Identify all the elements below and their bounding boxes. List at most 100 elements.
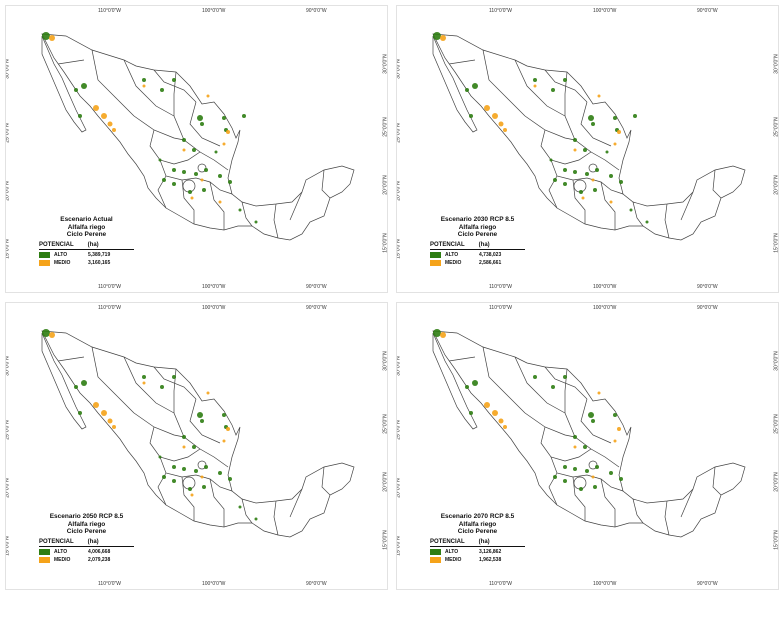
medio-patch: [93, 402, 99, 408]
alto-patch: [214, 150, 218, 154]
alto-patch: [42, 329, 50, 337]
lat-label: 25°0'0"N: [773, 414, 779, 434]
medio-patch: [226, 427, 230, 431]
alto-patch: [633, 114, 637, 118]
legend: Escenario Actual Alfalfa riego Ciclo Per…: [39, 216, 134, 266]
alto-patch: [197, 412, 203, 418]
alto-patch: [619, 180, 623, 184]
alto-patch: [573, 170, 577, 174]
lat-label: 30°0'0"N: [5, 59, 11, 79]
medio-label: MEDIO: [54, 259, 71, 266]
alto-patch: [549, 158, 553, 162]
medio-patch: [218, 200, 222, 204]
alto-label: ALTO: [54, 251, 68, 258]
medio-patch: [609, 200, 613, 204]
alto-patch: [192, 445, 196, 449]
alto-patch: [142, 78, 146, 82]
medio-patch: [440, 35, 446, 41]
lon-label: 100°0'0"W: [202, 284, 226, 290]
medio-patch: [581, 196, 585, 200]
lat-label: 20°0'0"N: [396, 478, 402, 498]
legend-header: POTENCIAL (ha): [430, 242, 525, 250]
alto-patch: [583, 445, 587, 449]
alto-patch: [182, 467, 186, 471]
alto-patch: [591, 419, 595, 423]
alto-patch: [162, 475, 166, 479]
alto-patch: [553, 178, 557, 182]
legend-header: POTENCIAL (ha): [39, 539, 134, 547]
potential-patches: [433, 32, 649, 224]
alto-patch: [228, 477, 232, 481]
alto-patch: [194, 172, 198, 176]
legend-row-medio: MEDIO 3,160,165: [39, 259, 134, 266]
medio-patch: [49, 332, 55, 338]
alto-patch: [588, 412, 594, 418]
medio-patch: [492, 410, 498, 416]
alto-patch: [588, 115, 594, 121]
medio-value: 2,586,661: [479, 259, 502, 266]
lon-label: 100°0'0"W: [593, 8, 617, 14]
medio-patch: [492, 113, 498, 119]
alto-patch: [465, 385, 469, 389]
alto-patch: [222, 116, 226, 120]
cycle-title: Ciclo Perene: [457, 231, 498, 238]
medio-patch: [222, 439, 226, 443]
alto-patch: [74, 88, 78, 92]
mexico-map: [432, 32, 746, 241]
medio-patch: [484, 402, 490, 408]
alto-patch: [160, 385, 164, 389]
lat-label: 25°0'0"N: [396, 123, 402, 143]
alto-label: ALTO: [445, 251, 459, 258]
lon-label: 110°0'0"W: [489, 305, 512, 311]
lon-label: 90°0'0"W: [697, 305, 718, 311]
alto-label: ALTO: [54, 548, 68, 555]
legend-header: POTENCIAL (ha): [430, 539, 525, 547]
lon-label: 100°0'0"W: [593, 581, 617, 587]
alto-patch: [182, 435, 186, 439]
mexico-map: [432, 329, 746, 538]
alto-swatch: [430, 548, 441, 555]
cycle-title: Ciclo Perene: [66, 231, 107, 238]
lat-label: 25°0'0"N: [382, 117, 388, 137]
medio-swatch: [39, 556, 50, 563]
legend: Escenario 2070 RCP 8.5 Alfalfa riego Cic…: [430, 513, 525, 563]
lat-label: 25°0'0"N: [5, 123, 11, 143]
map-panel-4: 110°0'0"W 100°0'0"W 90°0'0"W 110°0'0"W 1…: [396, 302, 779, 590]
alto-patch: [585, 469, 589, 473]
alto-patch: [595, 465, 599, 469]
lat-label: 30°0'0"N: [396, 356, 402, 376]
medio-patch: [142, 381, 146, 385]
medio-patch: [484, 105, 490, 111]
alto-patch: [172, 168, 176, 172]
medio-value: 3,160,165: [88, 259, 111, 266]
alto-patch: [563, 182, 567, 186]
medio-patch: [226, 130, 230, 134]
medio-patch: [200, 178, 204, 182]
lat-label: 25°0'0"N: [396, 420, 402, 440]
lon-label: 100°0'0"W: [593, 305, 617, 311]
lon-label: 110°0'0"W: [98, 305, 121, 311]
alto-patch: [218, 174, 222, 178]
legend-row-alto: ALTO 5,389,719: [39, 251, 134, 258]
alto-patch: [563, 168, 567, 172]
lat-label: 15°0'0"N: [382, 530, 388, 550]
alto-patch: [629, 208, 633, 212]
alto-value: 3,126,862: [479, 548, 502, 555]
alto-patch: [573, 435, 577, 439]
potential-patches: [42, 32, 258, 224]
scenario-title: Escenario 2050 RCP 8.5: [49, 513, 124, 520]
alto-patch: [583, 148, 587, 152]
alto-patch: [172, 465, 176, 469]
alto-patch: [551, 385, 555, 389]
map-panel-3: 110°0'0"W 100°0'0"W 90°0'0"W 110°0'0"W 1…: [5, 302, 388, 590]
alto-patch: [202, 485, 206, 489]
alto-patch: [158, 158, 162, 162]
lat-label: 30°0'0"N: [382, 351, 388, 371]
legend-row-medio: MEDIO 2,079,238: [39, 556, 134, 563]
medio-patch: [182, 445, 186, 449]
lat-label: 20°0'0"N: [5, 478, 11, 498]
medio-label: MEDIO: [54, 556, 71, 563]
alto-patch: [591, 122, 595, 126]
alto-patch: [202, 188, 206, 192]
alto-patch: [613, 116, 617, 120]
